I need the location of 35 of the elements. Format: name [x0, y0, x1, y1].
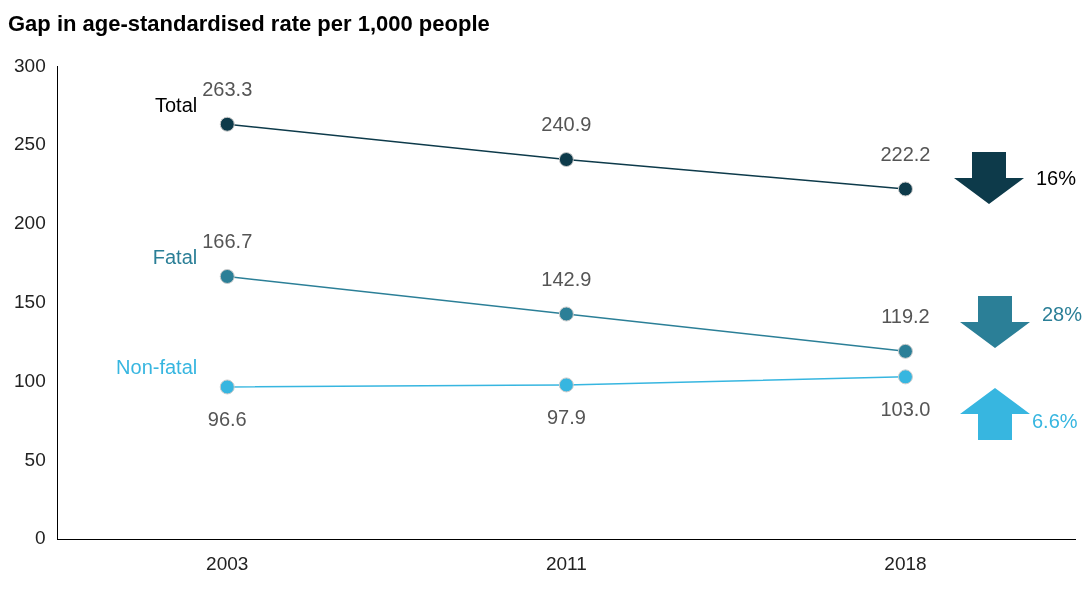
chart-title: Gap in age-standardised rate per 1,000 people	[8, 11, 490, 37]
data-label: 142.9	[541, 267, 592, 290]
data-label: 263.3	[202, 77, 253, 100]
series-label: Non-fatal	[116, 356, 198, 379]
point	[558, 377, 574, 393]
point	[897, 181, 913, 197]
x-tick-label: 2011	[545, 552, 587, 574]
point	[897, 343, 913, 359]
data-label: 103.0	[880, 398, 931, 421]
annotation: 28%	[1042, 302, 1083, 326]
data-label: 240.9	[541, 113, 592, 136]
data-label: 166.7	[202, 230, 253, 252]
point	[558, 306, 574, 322]
y-tick-label: 150	[14, 291, 46, 313]
annotation: 16%	[1036, 166, 1077, 190]
point	[558, 152, 574, 168]
y-tick-label: 250	[14, 133, 46, 155]
point	[219, 268, 235, 284]
data-label: 96.6	[207, 408, 247, 431]
x-tick-label: 2003	[206, 552, 249, 574]
y-tick-label: 100	[14, 369, 46, 391]
y-tick-label: 50	[24, 448, 46, 470]
data-label: 97.9	[546, 406, 586, 429]
y-tick-label: 300	[14, 54, 46, 76]
annotation: 6.6%	[1032, 409, 1078, 433]
y-tick-label: 200	[14, 212, 46, 234]
x-tick-label: 2018	[884, 552, 927, 574]
point	[219, 116, 235, 132]
data-label: 119.2	[881, 304, 930, 327]
data-label: 222.2	[880, 142, 931, 165]
series-label: Total	[155, 93, 198, 116]
series-label: Fatal	[152, 246, 198, 268]
y-tick-label: 0	[35, 527, 46, 549]
point	[897, 369, 913, 385]
point	[219, 379, 235, 395]
